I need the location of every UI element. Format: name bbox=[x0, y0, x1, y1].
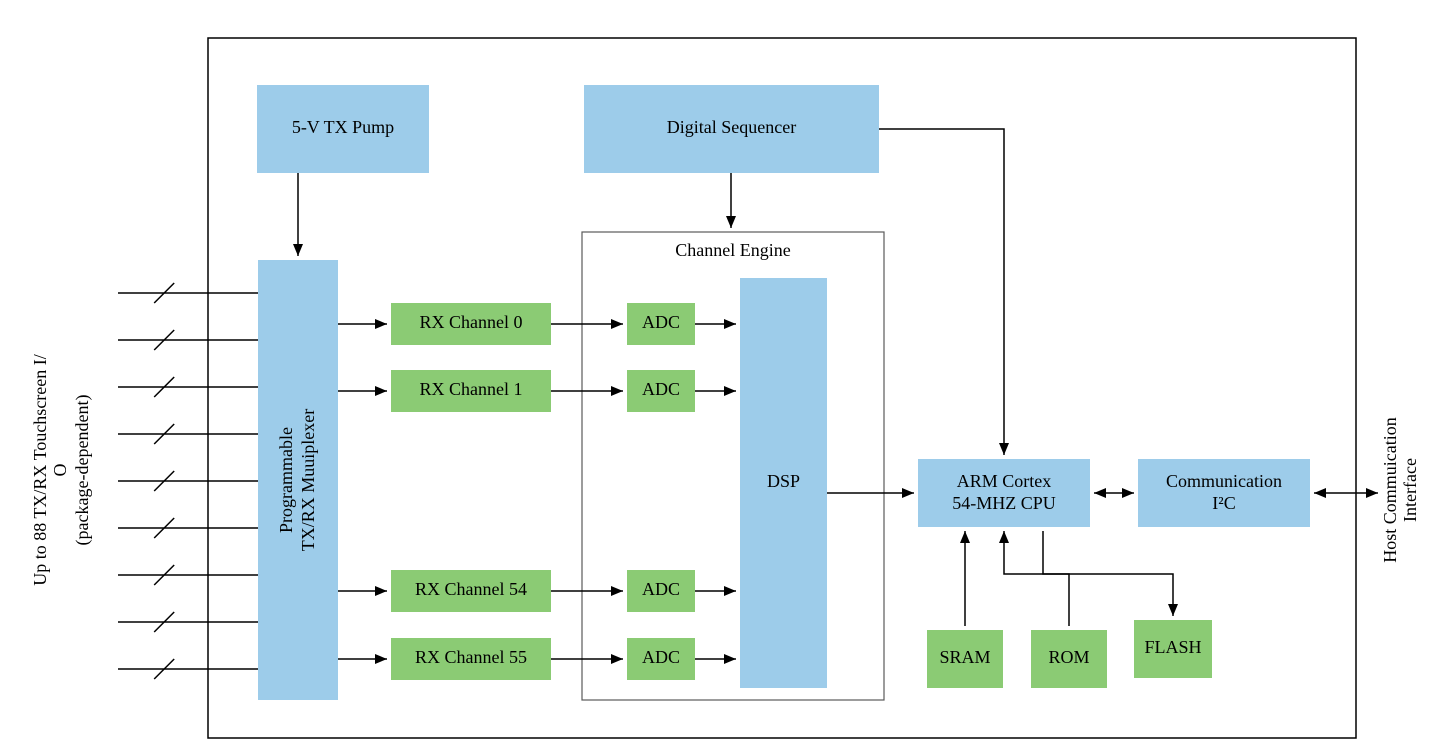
arrowhead bbox=[960, 531, 970, 543]
arrowhead bbox=[726, 216, 736, 228]
right-side-label-1: Host Commuication bbox=[1380, 417, 1400, 563]
digSeq-label: Digital Sequencer bbox=[667, 117, 796, 137]
adc55-label: ADC bbox=[642, 647, 680, 667]
arrowhead bbox=[611, 319, 623, 329]
left-side-label-3: (package-dependent) bbox=[72, 395, 93, 546]
arrowhead bbox=[1094, 488, 1106, 498]
rx1-label: RX Channel 1 bbox=[420, 379, 523, 399]
arrowhead bbox=[611, 654, 623, 664]
arrowhead bbox=[1122, 488, 1134, 498]
rx0-label: RX Channel 0 bbox=[420, 312, 523, 332]
arrowhead bbox=[375, 654, 387, 664]
arrowhead bbox=[375, 386, 387, 396]
comm-label-1: Communication bbox=[1166, 471, 1282, 491]
mux-label-1: Programmable bbox=[276, 427, 296, 533]
dsp-label: DSP bbox=[767, 471, 800, 491]
adc54-label: ADC bbox=[642, 579, 680, 599]
arrow-rom-cpu-elbow bbox=[1004, 531, 1069, 626]
channel-engine-label: Channel Engine bbox=[675, 240, 790, 260]
adc0-label: ADC bbox=[642, 312, 680, 332]
left-side-label-1: Up to 88 TX/RX Touchscreen I/ bbox=[30, 354, 50, 586]
left-side-label-2: O bbox=[50, 464, 70, 477]
flash-label: FLASH bbox=[1144, 637, 1201, 657]
comm-label-2: I²C bbox=[1212, 493, 1235, 513]
arrowhead bbox=[1314, 488, 1326, 498]
arrowhead bbox=[999, 531, 1009, 543]
cpu-label-1: ARM Cortex bbox=[957, 471, 1052, 491]
arrowhead bbox=[902, 488, 914, 498]
mux-label-2: TX/RX Muuiplexer bbox=[298, 409, 318, 551]
arrow-cpu-flash-elbow bbox=[1043, 531, 1173, 616]
arrowhead bbox=[293, 244, 303, 256]
arrowhead bbox=[724, 386, 736, 396]
rx54-label: RX Channel 54 bbox=[415, 579, 527, 599]
arrowhead bbox=[1366, 488, 1378, 498]
arrowhead bbox=[375, 319, 387, 329]
cpu-label-2: 54-MHZ CPU bbox=[952, 493, 1056, 513]
adc1-label: ADC bbox=[642, 379, 680, 399]
channel-engine-box bbox=[582, 232, 884, 700]
arrowhead bbox=[611, 386, 623, 396]
arrowhead bbox=[611, 586, 623, 596]
rom-label: ROM bbox=[1048, 647, 1089, 667]
arrowhead bbox=[999, 443, 1009, 455]
arrowhead bbox=[724, 654, 736, 664]
arrowhead bbox=[724, 319, 736, 329]
arrow-digseq-to-cpu-elbow bbox=[879, 129, 1004, 455]
txPump-label: 5-V TX Pump bbox=[292, 117, 394, 137]
right-side-label-2: Interface bbox=[1400, 458, 1420, 522]
sram-label: SRAM bbox=[939, 647, 990, 667]
arrowhead bbox=[724, 586, 736, 596]
arrowhead bbox=[1168, 604, 1178, 616]
rx55-label: RX Channel 55 bbox=[415, 647, 527, 667]
arrowhead bbox=[375, 586, 387, 596]
